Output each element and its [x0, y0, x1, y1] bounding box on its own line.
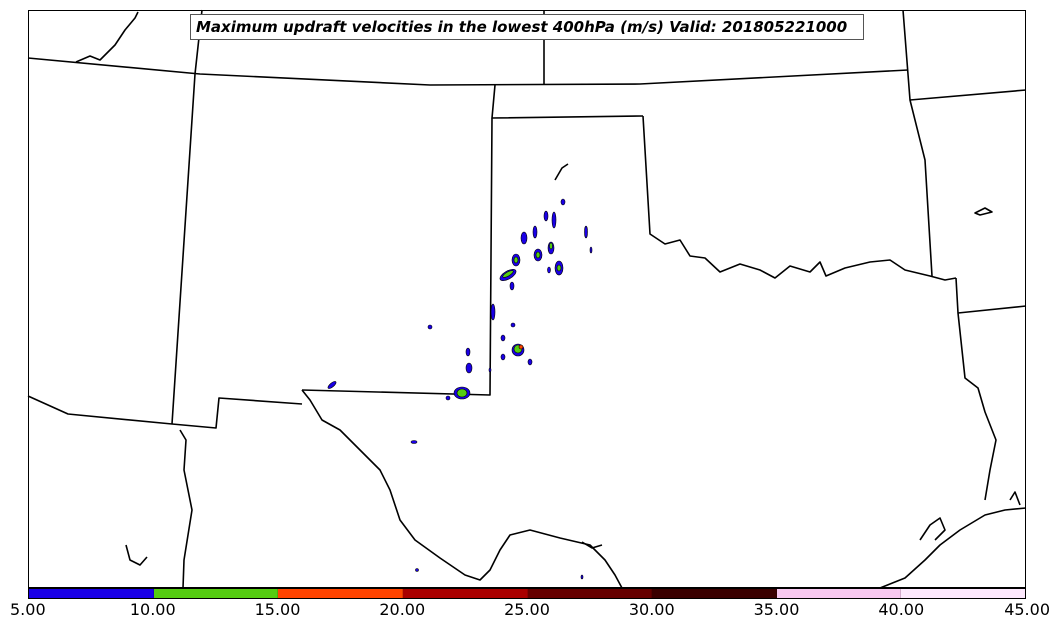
updraft-cell [502, 270, 514, 278]
updraft-cell [465, 347, 471, 357]
lake-s [581, 541, 603, 549]
updraft-cell [560, 198, 566, 206]
updraft-cell [580, 574, 584, 580]
updraft-cell [488, 367, 492, 373]
colorbar-tick-label: 30.00 [628, 600, 675, 619]
colorbar-tick-label: 40.00 [878, 600, 925, 619]
colorbar-tick-labels: 5.00 10.00 15.00 20.00 25.00 30.00 35.00 40.00 4… [0, 600, 1060, 630]
map-title: Maximum updraft velocities in the lowest… [190, 14, 864, 40]
gulf-coast-east [1009, 491, 1021, 506]
updraft-cell [556, 264, 562, 272]
updraft-cell [527, 358, 533, 366]
state-border-ar-la [957, 305, 1027, 314]
gulf-coast [879, 507, 1027, 589]
colorbar-tick-label: 5.00 [10, 600, 46, 619]
updraft-cells [327, 198, 593, 580]
colorbar-tick-label: 45.00 [1004, 600, 1050, 619]
lake-ok [554, 163, 569, 181]
lake-sw [125, 544, 148, 566]
red-river [642, 115, 957, 281]
colorbar-segment [776, 589, 902, 598]
colorbar-segment [153, 589, 279, 598]
colorbar-segment [402, 589, 528, 598]
colorbar-segment [527, 589, 653, 598]
colorbar-segment [278, 589, 403, 598]
updraft-cell [543, 210, 549, 222]
updraft-cell [549, 242, 553, 250]
colorbar-tick-label: 20.00 [379, 600, 426, 619]
updraft-cell [510, 322, 516, 328]
colorbar [28, 588, 1026, 599]
colorbar-segment [901, 589, 1025, 598]
colorbar-tick-label: 25.00 [504, 600, 550, 619]
updraft-cell [509, 281, 515, 291]
updraft-cell [465, 362, 473, 374]
updraft-cell [327, 381, 337, 389]
updraft-cell [589, 246, 593, 254]
rio-grande [301, 389, 623, 589]
state-border-tx-la [955, 277, 997, 501]
colorbar-tick-label: 15.00 [254, 600, 301, 619]
state-border-mo-ar [909, 99, 933, 277]
updraft-cell [410, 440, 418, 444]
updraft-cell [456, 388, 468, 398]
updraft-cell [535, 251, 541, 259]
state-border-az-nm [27, 395, 303, 429]
updraft-cell [584, 225, 588, 239]
lake-ne [974, 207, 993, 216]
updraft-cell [518, 344, 524, 350]
updraft-cell [415, 568, 419, 572]
gulf-coast-bay [919, 517, 946, 541]
updraft-cell [500, 334, 506, 342]
colorbar-segment [29, 589, 154, 598]
state-border-ne-ks [27, 57, 909, 86]
updraft-cell [520, 231, 528, 245]
map-frame [28, 10, 1026, 588]
colorbar-segment [652, 589, 777, 598]
colorbar-tick-label: 35.00 [753, 600, 800, 619]
updraft-cell [500, 353, 506, 361]
updraft-cell [490, 303, 496, 321]
state-border-ok-tx-panhandle [301, 117, 493, 396]
updraft-cell [513, 256, 519, 264]
updraft-cell [551, 211, 557, 229]
updraft-cell [547, 266, 551, 274]
colorbar-tick-label: 10.00 [129, 600, 176, 619]
updraft-cell [532, 225, 538, 239]
updraft-cell [445, 395, 451, 401]
state-border-nm-tx [179, 429, 193, 589]
lake-nw [75, 11, 139, 63]
updraft-cell [427, 324, 433, 330]
